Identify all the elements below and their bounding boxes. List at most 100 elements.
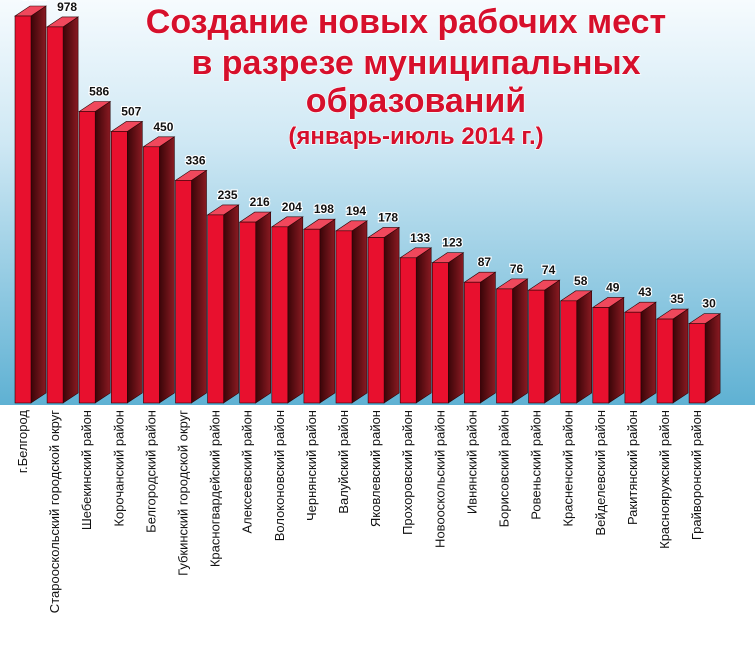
bar (591, 296, 625, 404)
bar-value-label: 450 (153, 120, 173, 134)
bar-front (528, 289, 545, 404)
category-labels-layer: г.Белгород Старооскольский городской окру… (15, 410, 704, 614)
bar-side (62, 16, 79, 404)
bar-front (207, 214, 224, 404)
bar-side (512, 278, 528, 404)
category-label: Яковлевский район (368, 410, 383, 527)
category-label: Шебекинский район (79, 410, 94, 530)
category-label: Старооскольский городской округ (47, 410, 62, 613)
category-label: Прохоровский район (400, 410, 415, 535)
bar-side (480, 271, 496, 404)
bar-front (14, 15, 32, 404)
bar-value-label: 978 (57, 0, 77, 14)
category-label: Ракитянский район (625, 410, 640, 525)
bar (559, 290, 593, 404)
bar (110, 120, 144, 404)
bar-front (624, 311, 642, 404)
bar-front (271, 226, 289, 404)
bar-value-label: 30 (702, 297, 716, 311)
bar-value-label: 336 (185, 153, 205, 167)
category-label: Волоконовский район (272, 410, 287, 541)
category-label: Белгородский район (143, 410, 158, 533)
category-label: Алексеевский район (240, 410, 255, 534)
category-label: Ровеньский район (529, 410, 544, 520)
chart-title-line-3: образований (306, 82, 526, 120)
bar-front (78, 111, 96, 404)
bar-side (576, 290, 593, 404)
value-labels-layer: 3725 978 586 507 450 336 235 216 204 198 194 178 133… (21, 0, 718, 312)
bar (14, 5, 47, 404)
bar-front (239, 221, 256, 404)
bar (367, 226, 401, 404)
bar-front (592, 307, 610, 404)
bar-value-label: 586 (89, 84, 109, 98)
bar-side (415, 247, 432, 404)
bar (238, 211, 272, 404)
bar (399, 247, 433, 404)
category-label: Красногвардейский район (208, 410, 223, 567)
bar-side (127, 120, 143, 404)
chart-title-line-2: в разрезе муниципальных (191, 44, 640, 82)
category-label: Губкинский городской округ (176, 410, 191, 576)
bar (623, 301, 657, 404)
bar-value-label: 58 (574, 274, 588, 288)
bar-front (560, 300, 578, 404)
bar-front (143, 146, 160, 404)
bar-value-label: 133 (410, 231, 430, 245)
bar-side (191, 169, 207, 404)
chart-subtitle: (январь-июль 2014 г.) (288, 123, 543, 150)
bar (174, 169, 208, 404)
bar-side (544, 279, 560, 404)
bar (688, 313, 722, 404)
bar-side (608, 296, 625, 404)
bars-layer (14, 5, 722, 404)
bar-front (496, 288, 513, 404)
category-label: Ивнянский район (464, 410, 479, 514)
bar-side (94, 100, 111, 404)
category-label: Вейделевский район (593, 410, 608, 536)
bar-value-label: 76 (510, 262, 524, 276)
bar-value-label: 123 (442, 236, 462, 250)
bar-front (656, 318, 674, 404)
bar-value-label: 178 (378, 210, 398, 224)
bar-front (399, 257, 417, 404)
bar-value-label: 35 (670, 292, 684, 306)
bar-value-label: 43 (638, 285, 652, 299)
bar-side (255, 211, 272, 404)
bar-front (367, 237, 385, 404)
bar-front (175, 180, 192, 404)
bar-front (464, 281, 481, 404)
bar-value-label: 49 (606, 280, 620, 294)
bar-side (672, 308, 689, 404)
bar-side (447, 252, 464, 404)
bar (431, 252, 465, 404)
bar (270, 216, 304, 404)
bar-value-label: 235 (218, 188, 238, 202)
bar-side (223, 204, 239, 404)
label-area (0, 405, 755, 657)
bar-side (640, 301, 657, 404)
bar (463, 271, 497, 404)
bar-value-label: 3725 (22, 0, 49, 3)
bar (78, 100, 112, 404)
bar-side (704, 313, 721, 404)
bar-value-label: 194 (346, 204, 366, 218)
bar (206, 204, 240, 404)
category-label: Красненский район (561, 410, 576, 527)
bar-value-label: 74 (542, 263, 556, 277)
bar-side (319, 218, 336, 404)
bar-value-label: 216 (250, 195, 270, 209)
category-label: Чернянский район (304, 410, 319, 521)
chart-title-line-1: Создание новых рабочих мест (146, 3, 666, 41)
bar-value-label: 204 (282, 200, 302, 214)
bar (46, 16, 80, 404)
bar-value-label: 507 (121, 104, 141, 118)
bar (656, 308, 689, 404)
bar-front (303, 228, 321, 404)
category-label: Краснояружский район (657, 410, 672, 549)
category-label: Корочанский район (111, 410, 126, 527)
bar (495, 278, 529, 404)
bar (142, 136, 176, 404)
bar-front (46, 26, 64, 404)
